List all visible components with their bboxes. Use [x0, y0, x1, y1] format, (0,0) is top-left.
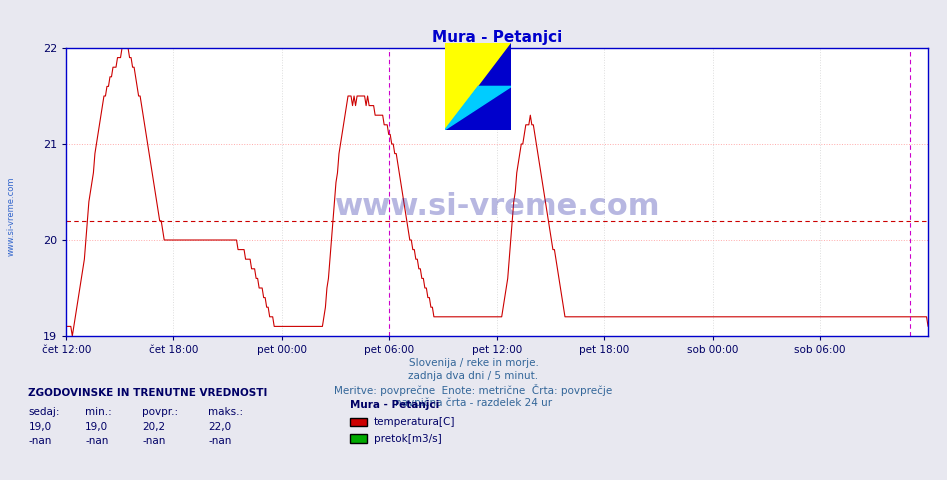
Text: temperatura[C]: temperatura[C]: [374, 417, 456, 427]
Text: www.si-vreme.com: www.si-vreme.com: [334, 192, 660, 221]
Polygon shape: [445, 43, 511, 130]
Polygon shape: [445, 86, 511, 130]
Text: 19,0: 19,0: [28, 421, 51, 432]
Text: ZGODOVINSKE IN TRENUTNE VREDNOSTI: ZGODOVINSKE IN TRENUTNE VREDNOSTI: [28, 388, 268, 398]
Text: 19,0: 19,0: [85, 421, 108, 432]
Text: povpr.:: povpr.:: [142, 407, 178, 417]
Text: -nan: -nan: [208, 436, 232, 446]
Text: zadnja dva dni / 5 minut.: zadnja dva dni / 5 minut.: [408, 371, 539, 381]
Text: sedaj:: sedaj:: [28, 407, 60, 417]
Text: 20,2: 20,2: [142, 421, 165, 432]
Text: min.:: min.:: [85, 407, 112, 417]
Text: -nan: -nan: [85, 436, 109, 446]
Text: 22,0: 22,0: [208, 421, 231, 432]
Text: -nan: -nan: [142, 436, 166, 446]
Text: Meritve: povprečne  Enote: metrične  Črta: povprečje: Meritve: povprečne Enote: metrične Črta:…: [334, 384, 613, 396]
Text: maks.:: maks.:: [208, 407, 243, 417]
Text: pretok[m3/s]: pretok[m3/s]: [374, 434, 442, 444]
Text: -nan: -nan: [28, 436, 52, 446]
Title: Mura - Petanjci: Mura - Petanjci: [432, 30, 563, 46]
Polygon shape: [445, 43, 511, 130]
Text: Mura - Petanjci: Mura - Petanjci: [350, 400, 439, 410]
Text: Slovenija / reke in morje.: Slovenija / reke in morje.: [408, 358, 539, 368]
Text: navpična črta - razdelek 24 ur: navpična črta - razdelek 24 ur: [395, 398, 552, 408]
Text: www.si-vreme.com: www.si-vreme.com: [7, 176, 16, 256]
